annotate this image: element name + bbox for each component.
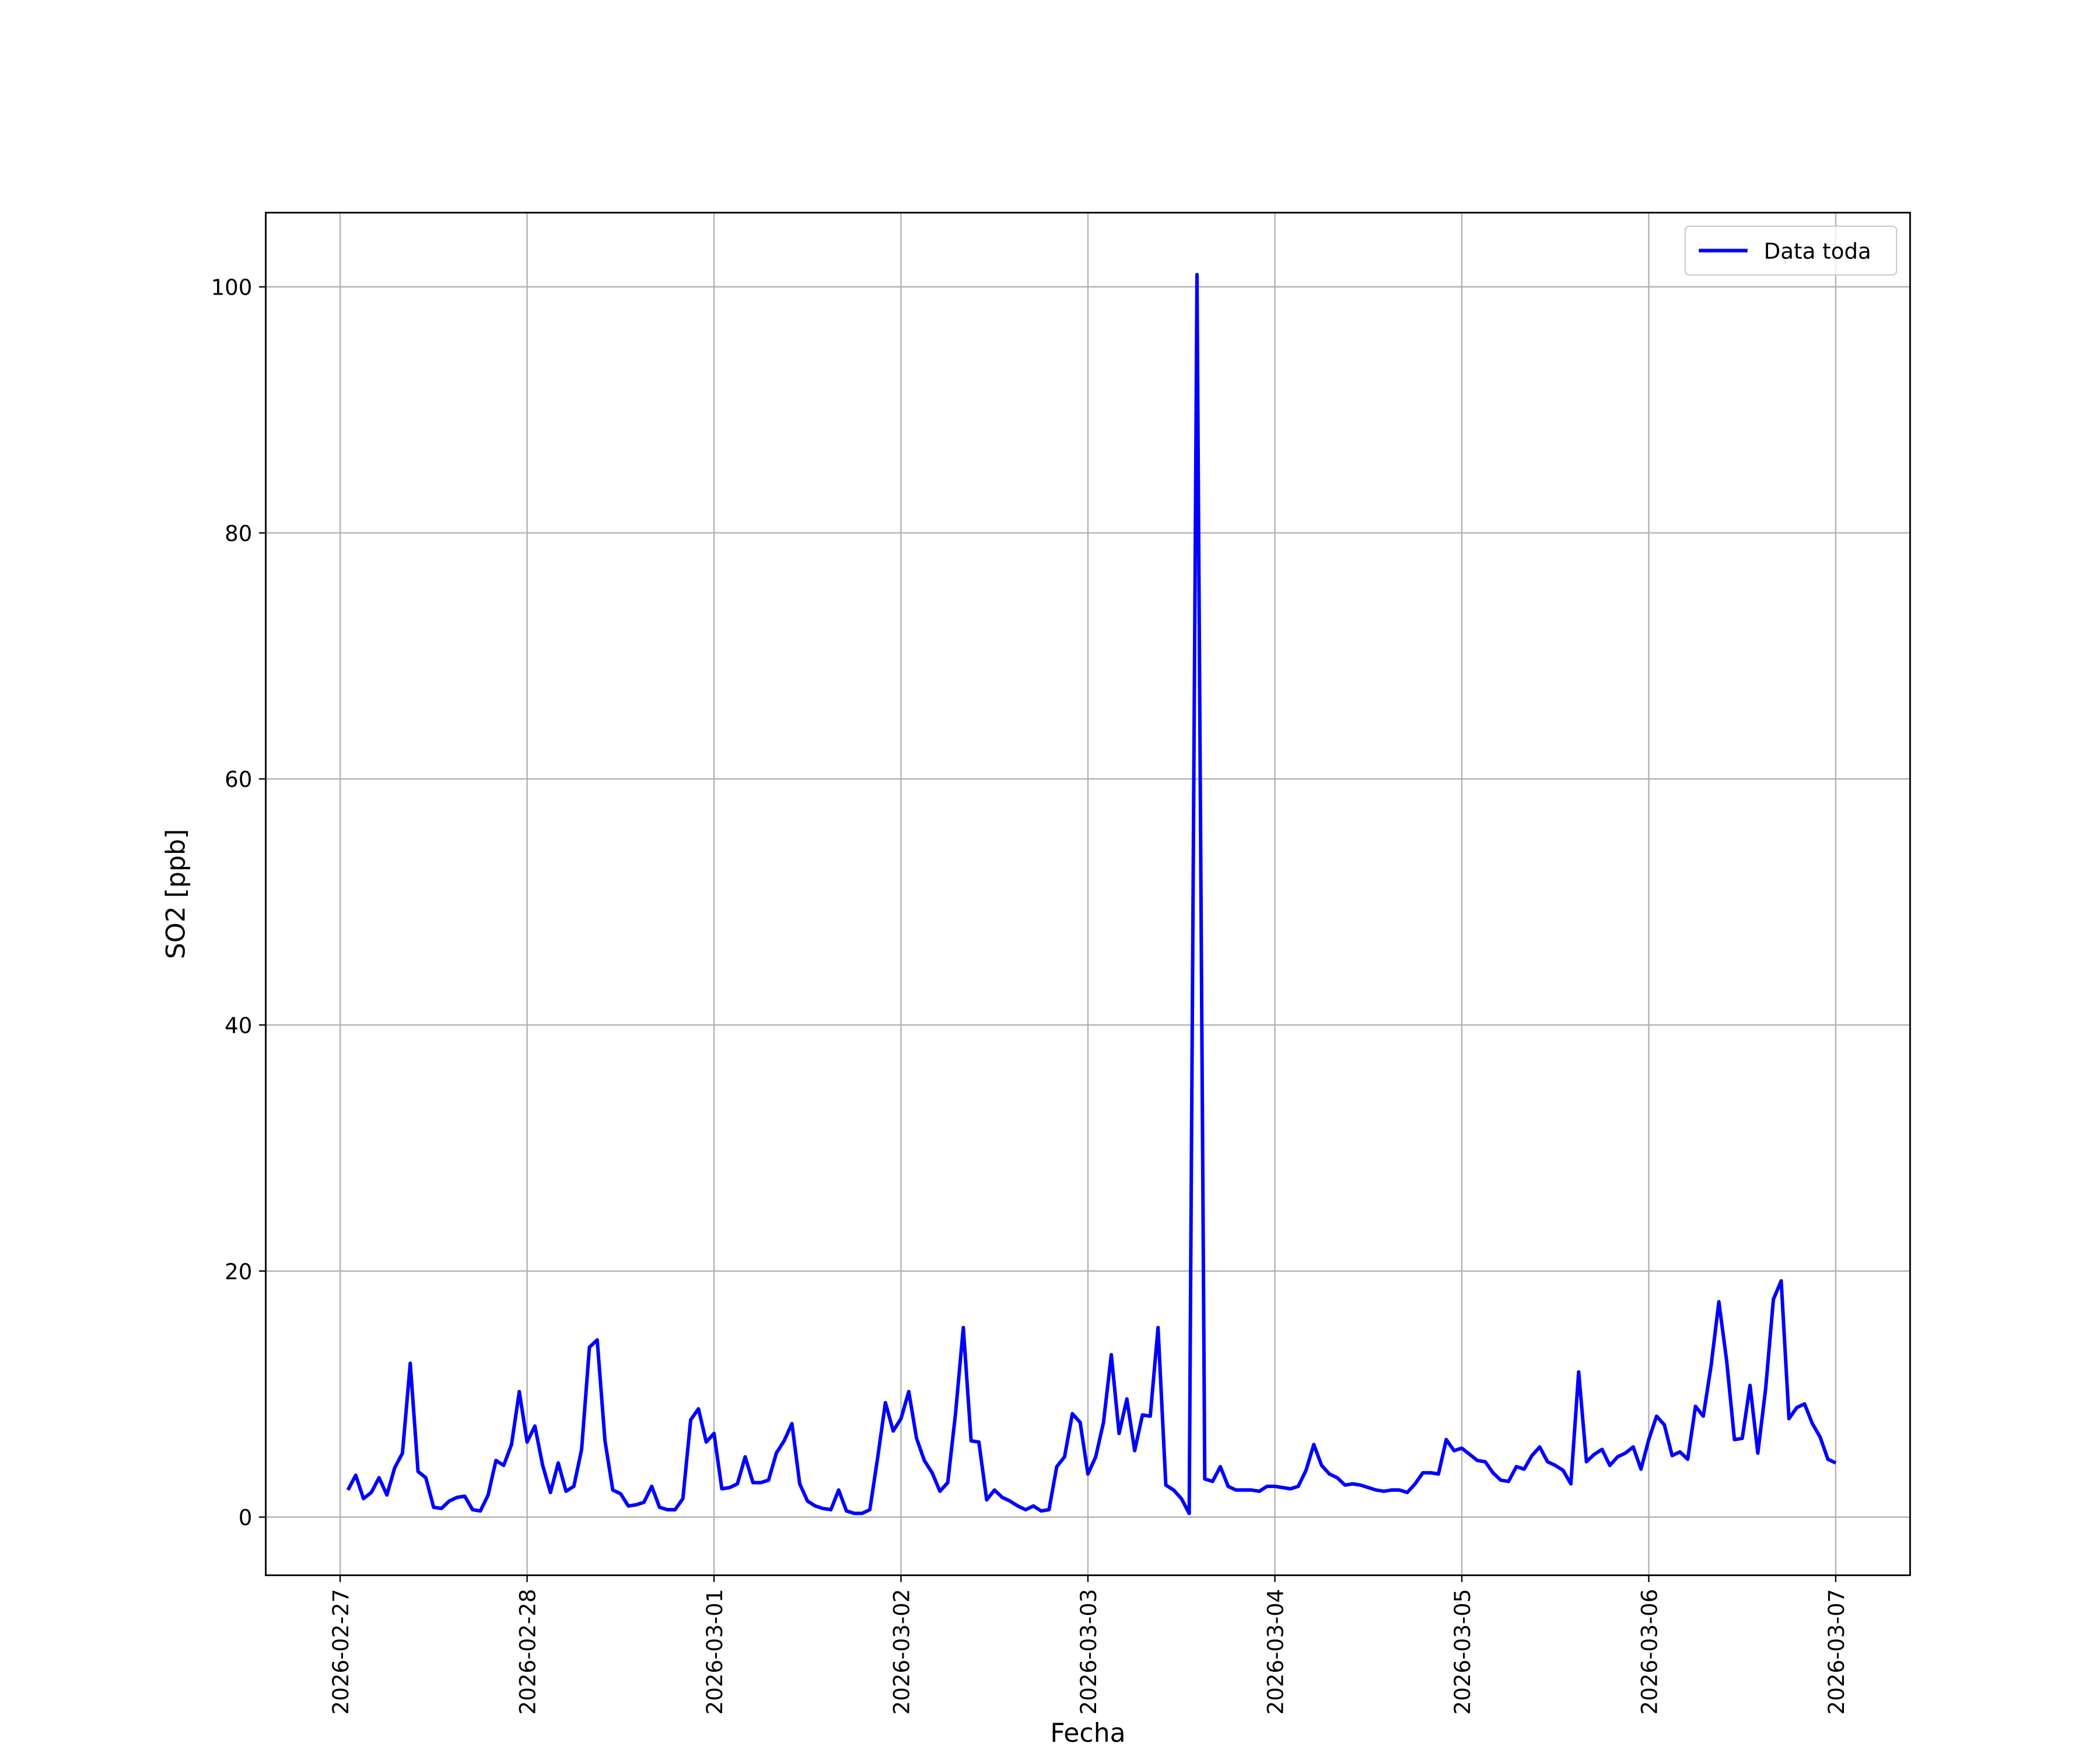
legend-box [1684, 225, 1898, 276]
plot-frame [265, 212, 1911, 1576]
y-tick-label: 100 [211, 275, 252, 300]
x-tick-label: 2026-03-07 [1824, 1589, 1849, 1715]
legend: Data toda [1684, 225, 1898, 276]
y-tick-label: 40 [225, 1013, 252, 1038]
x-tick-label: 2026-03-04 [1263, 1589, 1288, 1715]
y-axis-label: SO2 [ppb] [161, 829, 191, 959]
y-tick-label: 60 [225, 767, 252, 792]
x-tick-label: 2026-03-06 [1637, 1589, 1662, 1715]
x-tick-label: 2026-03-01 [702, 1589, 727, 1715]
x-tick-label: 2026-03-05 [1450, 1589, 1475, 1715]
x-tick-label: 2026-02-27 [328, 1589, 354, 1715]
data-line [346, 272, 1837, 1516]
legend-label: Data toda [1764, 239, 1871, 264]
y-tick-label: 0 [239, 1506, 253, 1531]
x-tick-label: 2026-02-28 [516, 1589, 541, 1715]
y-tick-label: 80 [225, 521, 252, 546]
x-axis-label: Fecha [1050, 1718, 1125, 1748]
x-tick-label: 2026-03-03 [1076, 1589, 1101, 1715]
y-tick-label: 20 [225, 1259, 252, 1284]
x-tick-label: 2026-03-02 [889, 1589, 914, 1715]
